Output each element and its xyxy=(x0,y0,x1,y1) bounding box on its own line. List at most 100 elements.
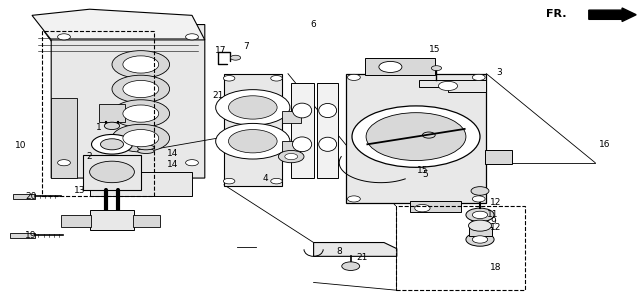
Circle shape xyxy=(472,196,485,202)
Text: 12: 12 xyxy=(490,223,502,232)
Text: 14: 14 xyxy=(167,160,179,169)
Polygon shape xyxy=(32,9,205,40)
Circle shape xyxy=(342,262,360,270)
Circle shape xyxy=(100,139,124,150)
Polygon shape xyxy=(291,83,314,178)
Ellipse shape xyxy=(292,137,312,152)
Circle shape xyxy=(112,75,170,103)
Text: 6: 6 xyxy=(311,20,316,29)
Polygon shape xyxy=(90,210,134,230)
Bar xyxy=(99,104,125,122)
Circle shape xyxy=(58,34,70,40)
Circle shape xyxy=(216,90,290,125)
Text: 19: 19 xyxy=(25,231,36,240)
Text: 8: 8 xyxy=(337,247,342,256)
FancyArrow shape xyxy=(589,8,636,21)
Ellipse shape xyxy=(292,103,312,118)
Text: 1: 1 xyxy=(97,123,102,132)
Polygon shape xyxy=(61,215,91,227)
Circle shape xyxy=(422,132,435,138)
Text: 21: 21 xyxy=(356,253,367,262)
Circle shape xyxy=(348,74,360,80)
Ellipse shape xyxy=(319,103,337,118)
Polygon shape xyxy=(346,74,486,203)
Polygon shape xyxy=(83,155,141,190)
Circle shape xyxy=(123,130,159,147)
Circle shape xyxy=(285,154,298,160)
Text: 20: 20 xyxy=(25,192,36,201)
Circle shape xyxy=(348,196,360,202)
Circle shape xyxy=(379,61,402,72)
Polygon shape xyxy=(314,243,397,256)
Bar xyxy=(13,194,35,199)
Polygon shape xyxy=(365,58,435,75)
Circle shape xyxy=(472,74,485,80)
Circle shape xyxy=(466,208,494,222)
Polygon shape xyxy=(51,98,77,178)
Ellipse shape xyxy=(138,145,154,150)
Polygon shape xyxy=(317,83,338,178)
Circle shape xyxy=(216,123,290,159)
Circle shape xyxy=(112,100,170,127)
Circle shape xyxy=(415,204,430,212)
Text: 2: 2 xyxy=(87,152,92,161)
Text: 17: 17 xyxy=(215,46,227,55)
Circle shape xyxy=(92,134,132,154)
Circle shape xyxy=(186,34,198,40)
Circle shape xyxy=(223,178,235,184)
Polygon shape xyxy=(410,201,461,212)
Text: 3: 3 xyxy=(497,68,502,77)
Ellipse shape xyxy=(319,137,337,151)
Text: 10: 10 xyxy=(15,141,26,150)
Polygon shape xyxy=(224,74,282,186)
Circle shape xyxy=(471,187,489,195)
Circle shape xyxy=(471,215,489,224)
Bar xyxy=(396,206,525,290)
Text: 4: 4 xyxy=(263,173,268,183)
Polygon shape xyxy=(90,172,192,196)
Text: 21: 21 xyxy=(212,91,223,100)
Bar xyxy=(10,233,35,238)
Polygon shape xyxy=(419,80,486,92)
Circle shape xyxy=(230,55,241,60)
Text: 5: 5 xyxy=(423,170,428,180)
Text: 11: 11 xyxy=(487,210,499,220)
Circle shape xyxy=(123,105,159,122)
Circle shape xyxy=(431,66,442,71)
Circle shape xyxy=(472,236,488,243)
Text: 16: 16 xyxy=(599,140,611,150)
Text: 14: 14 xyxy=(167,149,179,158)
Polygon shape xyxy=(282,141,300,154)
Text: 9: 9 xyxy=(490,216,495,226)
Text: 15: 15 xyxy=(429,45,441,54)
Text: FR.: FR. xyxy=(546,9,566,19)
Circle shape xyxy=(112,124,170,152)
Circle shape xyxy=(123,80,159,98)
Circle shape xyxy=(466,233,494,246)
Circle shape xyxy=(271,178,282,184)
Bar xyxy=(42,31,154,196)
Circle shape xyxy=(186,160,198,166)
Text: 15: 15 xyxy=(417,166,428,175)
Circle shape xyxy=(472,211,488,219)
Polygon shape xyxy=(282,111,301,123)
Circle shape xyxy=(223,76,235,81)
Ellipse shape xyxy=(138,149,154,154)
Circle shape xyxy=(228,96,277,119)
Circle shape xyxy=(104,122,120,130)
Circle shape xyxy=(366,113,466,161)
Circle shape xyxy=(228,130,277,153)
Circle shape xyxy=(468,220,492,231)
Circle shape xyxy=(438,81,458,91)
Circle shape xyxy=(58,160,70,166)
Polygon shape xyxy=(485,150,512,164)
Text: 7: 7 xyxy=(244,41,249,51)
Text: 12: 12 xyxy=(490,198,502,207)
Polygon shape xyxy=(51,25,205,178)
Circle shape xyxy=(112,51,170,78)
Circle shape xyxy=(271,76,282,81)
Text: 18: 18 xyxy=(490,262,502,272)
Circle shape xyxy=(90,161,134,183)
Text: 13: 13 xyxy=(74,186,86,195)
Polygon shape xyxy=(469,227,492,236)
